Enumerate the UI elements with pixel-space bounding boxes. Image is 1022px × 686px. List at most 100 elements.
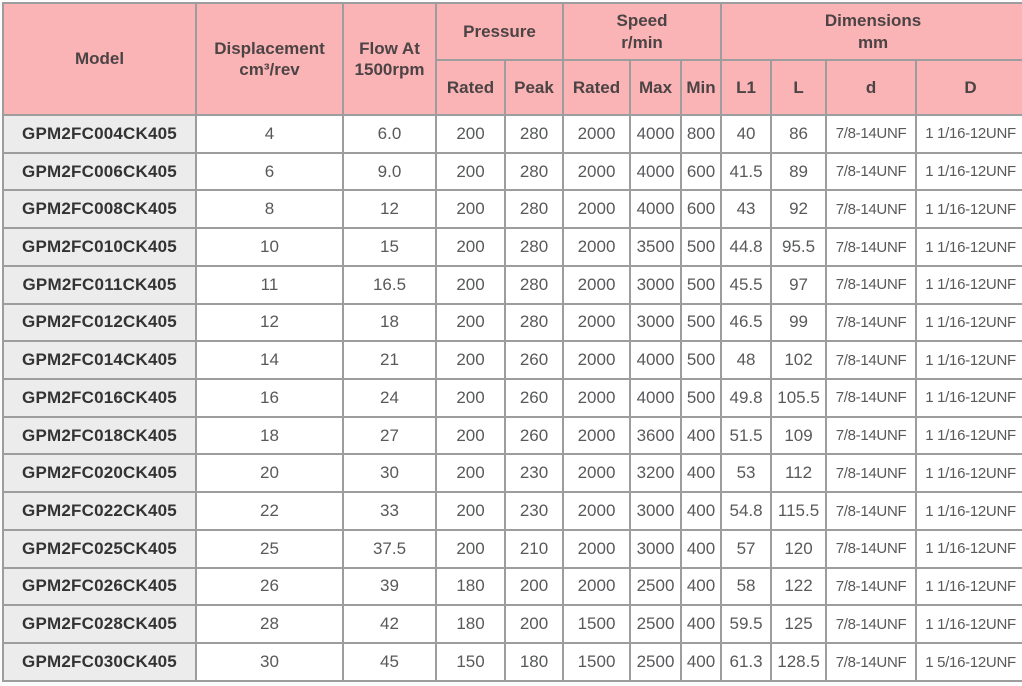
cell-speed-min: 400 [679,642,723,682]
cell-pressure-peak: 280 [504,227,564,267]
cell-dim-l: 92 [770,189,828,230]
cell-speed-rated: 2000 [562,566,631,607]
table-row: GPM2FC018CK405 18 27 200 260 2000 3600 400 51.5 1… [2,415,1022,456]
cell-dim-d: 7/8-14UNF [825,340,918,381]
cell-speed-max: 4000 [629,151,682,192]
table-row: GPM2FC014CK405 14 21 200 260 2000 4000 500 48 102… [2,340,1022,381]
col-header-pressure-peak: Peak [504,59,564,116]
cell-speed-min: 400 [679,604,723,645]
cell-speed-max: 3000 [629,264,682,305]
table-header: Model Displacement cm³/rev Flow At 1500r… [2,2,1022,116]
table-row: GPM2FC020CK405 20 30 200 230 2000 3200 400 53 112… [2,453,1022,494]
table-row: GPM2FC008CK405 8 12 200 280 2000 4000 600 43 92 7/… [2,189,1022,230]
cell-speed-rated: 2000 [562,114,631,154]
cell-speed-rated: 1500 [562,604,631,645]
col-header-speed-min: Min [679,59,723,116]
cell-pressure-peak: 200 [504,566,564,607]
cell-dim-l1: 41.5 [720,151,773,192]
cell-speed-rated: 2000 [562,378,631,418]
cell-speed-max: 3000 [629,491,682,531]
cell-dim-d: 7/8-14UNF [825,189,918,230]
cell-dim-l: 97 [770,264,828,305]
cell-speed-min: 400 [679,566,723,607]
cell-dim-D: 1 1/16-12UNF [915,189,1022,230]
cell-speed-max: 4000 [629,340,682,381]
cell-pressure-rated: 200 [435,491,506,531]
cell-speed-rated: 2000 [562,189,631,230]
cell-speed-rated: 2000 [562,528,631,569]
cell-dim-D: 1 1/16-12UNF [915,302,1022,343]
cell-speed-max: 3200 [629,453,682,494]
cell-displacement: 20 [195,453,344,494]
cell-pressure-rated: 180 [435,566,506,607]
cell-dim-D: 1 1/16-12UNF [915,227,1022,267]
cell-model: GPM2FC026CK405 [2,566,197,607]
table-row: GPM2FC030CK405 30 45 150 180 1500 2500 400 61.3 1… [2,642,1022,682]
cell-speed-min: 600 [679,151,723,192]
cell-dim-d: 7/8-14UNF [825,528,918,569]
cell-flow: 27 [342,415,437,456]
cell-displacement: 18 [195,415,344,456]
col-header-dim-D: D [915,59,1022,116]
cell-speed-max: 3000 [629,528,682,569]
cell-speed-max: 3600 [629,415,682,456]
cell-speed-min: 400 [679,528,723,569]
cell-dim-l: 89 [770,151,828,192]
cell-dim-l1: 53 [720,453,773,494]
cell-displacement: 30 [195,642,344,682]
cell-dim-d: 7/8-14UNF [825,453,918,494]
table-row: GPM2FC026CK405 26 39 180 200 2000 2500 400 58 122… [2,566,1022,607]
cell-model: GPM2FC011CK405 [2,264,197,305]
cell-dim-D: 1 1/16-12UNF [915,264,1022,305]
cell-dim-l: 95.5 [770,227,828,267]
cell-speed-min: 500 [679,227,723,267]
col-group-dimensions: Dimensions mm [720,2,1022,61]
cell-pressure-peak: 260 [504,340,564,381]
cell-dim-D: 1 1/16-12UNF [915,114,1022,154]
cell-speed-min: 500 [679,340,723,381]
cell-pressure-rated: 200 [435,415,506,456]
cell-dim-l: 109 [770,415,828,456]
cell-displacement: 6 [195,151,344,192]
table-row: GPM2FC011CK405 11 16.5 200 280 2000 3000 500 45.… [2,264,1022,305]
cell-dim-D: 1 1/16-12UNF [915,566,1022,607]
cell-speed-rated: 1500 [562,642,631,682]
cell-dim-l1: 46.5 [720,302,773,343]
cell-dim-l1: 57 [720,528,773,569]
cell-flow: 12 [342,189,437,230]
cell-model: GPM2FC020CK405 [2,453,197,494]
cell-speed-rated: 2000 [562,151,631,192]
table-row: GPM2FC028CK405 28 42 180 200 1500 2500 400 59.5 1… [2,604,1022,645]
cell-flow: 18 [342,302,437,343]
cell-pressure-peak: 280 [504,151,564,192]
cell-dim-D: 1 1/16-12UNF [915,604,1022,645]
cell-displacement: 11 [195,264,344,305]
cell-displacement: 8 [195,189,344,230]
cell-dim-l: 86 [770,114,828,154]
cell-dim-l1: 43 [720,189,773,230]
cell-speed-max: 4000 [629,378,682,418]
cell-speed-rated: 2000 [562,227,631,267]
cell-dim-l: 125 [770,604,828,645]
cell-dim-l1: 48 [720,340,773,381]
table-row: GPM2FC025CK405 25 37.5 200 210 2000 3000 400 57 1… [2,528,1022,569]
cell-displacement: 12 [195,302,344,343]
cell-pressure-peak: 260 [504,378,564,418]
cell-pressure-rated: 200 [435,264,506,305]
cell-displacement: 14 [195,340,344,381]
col-header-model: Model [2,2,197,116]
cell-model: GPM2FC022CK405 [2,491,197,531]
cell-model: GPM2FC008CK405 [2,189,197,230]
cell-dim-l1: 49.8 [720,378,773,418]
col-header-dim-l1: L1 [720,59,773,116]
cell-dim-l1: 51.5 [720,415,773,456]
col-header-speed-max: Max [629,59,682,116]
cell-model: GPM2FC014CK405 [2,340,197,381]
cell-dim-d: 7/8-14UNF [825,566,918,607]
cell-pressure-peak: 280 [504,114,564,154]
cell-speed-min: 500 [679,264,723,305]
cell-flow: 42 [342,604,437,645]
cell-dim-D: 1 1/16-12UNF [915,453,1022,494]
cell-speed-max: 4000 [629,114,682,154]
cell-flow: 33 [342,491,437,531]
